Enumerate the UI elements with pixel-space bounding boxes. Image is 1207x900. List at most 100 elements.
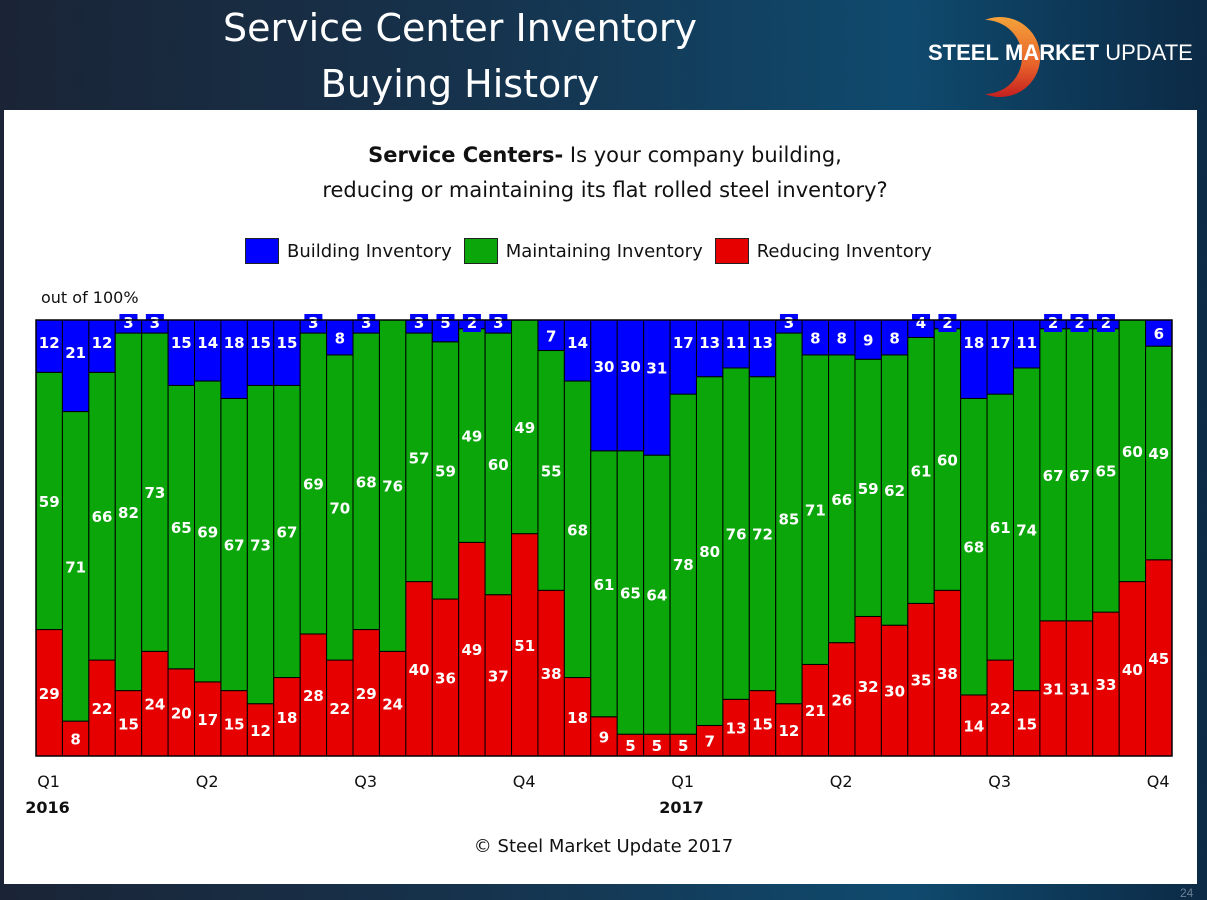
data-label-reducing: 22 (990, 700, 1011, 718)
data-label-maintaining: 73 (250, 537, 271, 555)
data-label-maintaining: 60 (937, 452, 958, 470)
bar-segment-reducing (114, 690, 143, 757)
bar-segment-building (828, 319, 856, 356)
data-label-maintaining: 49 (1148, 445, 1169, 463)
bar-segment-reducing (194, 681, 222, 757)
bar-segment-maintaining (1145, 345, 1173, 561)
data-label-reducing: 29 (39, 685, 60, 703)
x-tick-label: Q4 (512, 772, 536, 791)
bar-segment-maintaining (775, 332, 803, 705)
legend-swatch-reducing (714, 238, 749, 264)
bar-segment-building (1145, 319, 1173, 347)
data-label-building: 4 (916, 314, 926, 332)
data-label-reducing: 45 (1148, 650, 1169, 668)
data-label-reducing: 14 (963, 717, 984, 735)
title-line-2: Buying History (320, 62, 600, 106)
data-label-maintaining: 65 (1096, 462, 1117, 480)
bar-segment-maintaining (35, 371, 63, 631)
bar-segment-maintaining (722, 367, 750, 700)
bar-segment-building (220, 319, 248, 399)
bar-segment-maintaining (590, 450, 618, 718)
data-label-reducing: 12 (250, 722, 271, 740)
x-tick-label: Q3 (354, 772, 377, 791)
data-label-maintaining: 59 (39, 493, 60, 511)
data-label-building: 8 (837, 329, 847, 347)
data-label-maintaining: 61 (990, 519, 1011, 537)
data-label-box-building (912, 314, 931, 332)
data-label-reducing: 38 (541, 665, 562, 683)
bar-segment-reducing (1118, 581, 1147, 757)
bar-segment-maintaining (960, 397, 988, 696)
data-label-building: 30 (620, 358, 641, 376)
logo-text-update: UPDATE (1099, 40, 1193, 65)
data-label-reducing: 37 (488, 667, 509, 685)
data-label-maintaining: 78 (673, 556, 694, 574)
data-label-reducing: 15 (224, 715, 245, 733)
bar-segment-reducing (141, 650, 169, 757)
data-label-building: 3 (150, 314, 160, 332)
bar-segment-reducing (801, 663, 830, 757)
data-label-maintaining: 60 (1122, 443, 1143, 461)
data-label-building: 3 (493, 314, 503, 332)
data-label-building: 12 (92, 334, 113, 352)
x-year-label: 2016 (25, 798, 70, 817)
data-label-reducing: 22 (329, 700, 350, 718)
data-label-box-building (1044, 314, 1063, 332)
bar-segment-building (616, 319, 645, 452)
chart-legend: Building Inventory Maintaining Inventory… (245, 238, 944, 264)
data-label-maintaining: 69 (303, 476, 324, 494)
data-label-maintaining: 68 (963, 539, 984, 557)
data-label-maintaining: 85 (778, 510, 799, 528)
data-label-building: 13 (699, 334, 720, 352)
data-label-maintaining: 65 (171, 519, 192, 537)
page-number: 24 (1180, 886, 1194, 900)
data-label-reducing: 21 (805, 702, 826, 720)
data-label-reducing: 12 (778, 722, 799, 740)
data-label-building: 18 (963, 334, 984, 352)
x-tick-label: Q2 (195, 772, 219, 791)
bar-segment-maintaining (695, 376, 724, 726)
bar-segment-maintaining (643, 454, 671, 735)
data-label-reducing: 17 (197, 711, 218, 729)
data-label-maintaining: 60 (488, 456, 509, 474)
data-label-reducing: 5 (678, 737, 688, 755)
data-label-reducing: 18 (567, 709, 588, 727)
legend-swatch-building (245, 238, 279, 264)
legend-label-reducing: Reducing Inventory (756, 240, 932, 262)
data-label-reducing: 28 (303, 687, 324, 705)
bar-segment-maintaining (458, 328, 486, 543)
data-label-reducing: 18 (277, 709, 298, 727)
data-label-box-building (489, 314, 508, 332)
data-label-maintaining: 57 (409, 449, 430, 467)
data-label-reducing: 7 (704, 733, 714, 751)
bar-segment-building (854, 319, 882, 360)
data-label-maintaining: 59 (858, 480, 879, 498)
data-label-reducing: 8 (70, 731, 80, 749)
x-tick-label: Q2 (829, 772, 853, 791)
data-label-building: 8 (810, 329, 820, 347)
bar-segment-building (88, 319, 116, 373)
data-label-maintaining: 67 (1043, 467, 1064, 485)
bar-segment-maintaining (986, 393, 1014, 661)
bar-segment-maintaining (141, 332, 169, 652)
data-label-box-building (436, 314, 455, 332)
bar-segment-reducing (933, 589, 962, 757)
data-label-reducing: 22 (92, 700, 113, 718)
data-label-maintaining: 61 (594, 576, 615, 594)
bar-segment-building (194, 319, 222, 382)
x-tick-label: Q3 (988, 772, 1012, 791)
data-label-box-building (119, 314, 138, 332)
bar-segment-maintaining (1092, 328, 1120, 613)
bar-segment-building (748, 319, 777, 378)
data-label-building: 2 (1048, 314, 1058, 332)
data-label-maintaining: 49 (514, 419, 535, 437)
legend-item-building: Building Inventory (245, 238, 452, 264)
legend-label-maintaining: Maintaining Inventory (505, 240, 703, 262)
data-label-maintaining: 76 (726, 526, 747, 544)
data-label-building: 3 (414, 314, 424, 332)
data-label-reducing: 40 (1122, 661, 1143, 679)
data-label-reducing: 31 (1043, 680, 1064, 698)
data-label-maintaining: 68 (567, 521, 588, 539)
logo-text-market: MARKET (998, 40, 1100, 65)
bar-segment-reducing (880, 624, 909, 757)
